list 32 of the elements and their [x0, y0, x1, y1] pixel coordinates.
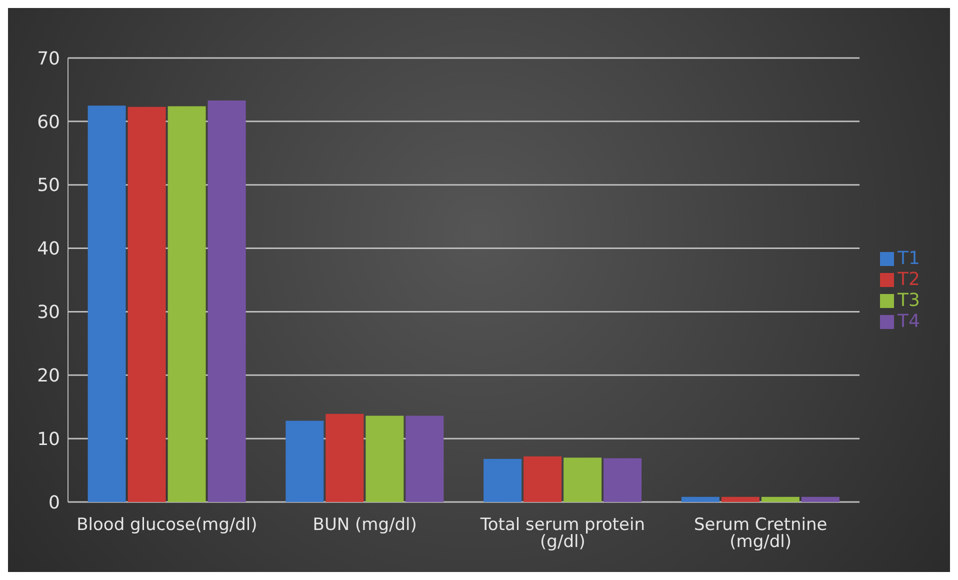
- legend-label: T3: [898, 290, 920, 311]
- bar: [604, 458, 642, 502]
- bar: [168, 106, 206, 502]
- bar: [484, 458, 522, 502]
- y-tick-label: 60: [37, 112, 60, 133]
- bar: [128, 106, 166, 502]
- x-tick-label: Blood glucose(mg/dl): [76, 515, 258, 536]
- y-tick-label: 20: [37, 366, 60, 387]
- bar: [721, 496, 760, 502]
- y-tick-label: 70: [37, 48, 60, 70]
- y-tick-label: 40: [37, 238, 60, 260]
- bar: [406, 416, 444, 502]
- x-tick-label: Serum Cretnine (mg/dl): [694, 515, 828, 552]
- y-tick-label: 0: [48, 492, 60, 514]
- bar: [564, 458, 602, 502]
- bar: [208, 100, 246, 502]
- bar: [524, 456, 562, 502]
- legend-label: T1: [898, 248, 920, 269]
- y-tick-label: 30: [37, 302, 60, 324]
- bar: [681, 496, 720, 502]
- x-tick-label: BUN (mg/dl): [312, 515, 417, 536]
- bar: [88, 106, 126, 502]
- bar: [801, 496, 840, 502]
- bar: [366, 416, 404, 502]
- bar: [286, 420, 324, 502]
- x-tick-label: Total serum protein (g/dl): [479, 515, 646, 552]
- bar: [326, 414, 364, 502]
- y-tick-label: 50: [37, 175, 60, 196]
- legend-label: T2: [898, 269, 920, 290]
- legend-label: T4: [898, 311, 920, 332]
- y-tick-label: 10: [37, 428, 60, 450]
- bar: [761, 496, 800, 502]
